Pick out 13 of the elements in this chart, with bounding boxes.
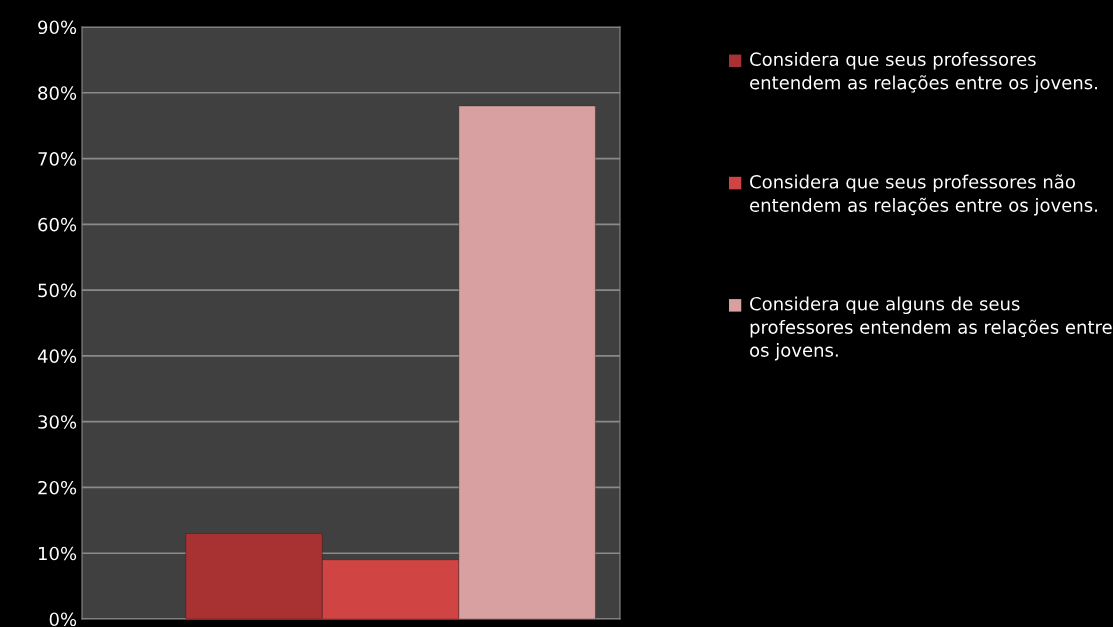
y-tick-label: 40%: [37, 349, 77, 364]
y-tick-label: 80%: [38, 86, 77, 100]
y-tick-label: 70%: [38, 152, 77, 166]
y-tick-label: 10%: [38, 546, 77, 561]
y-tick-label: 0%: [49, 612, 77, 627]
y-tick-label: 90%: [38, 20, 77, 35]
y-tick-label: 50%: [38, 283, 77, 298]
y-tick-label: 30%: [38, 415, 77, 429]
legend-label: Considera que seus professores entendem as relações entre os jovens.: [750, 52, 1097, 93]
legend-label: Considera que seus professores não entendem as relações entre os jovens.: [750, 174, 1097, 216]
y-tick-label: 20%: [38, 480, 77, 495]
y-tick-label: 60%: [38, 217, 77, 232]
legend-label: Considera que alguns de seus professores entendem as relações entre os jovens.: [750, 296, 1112, 361]
